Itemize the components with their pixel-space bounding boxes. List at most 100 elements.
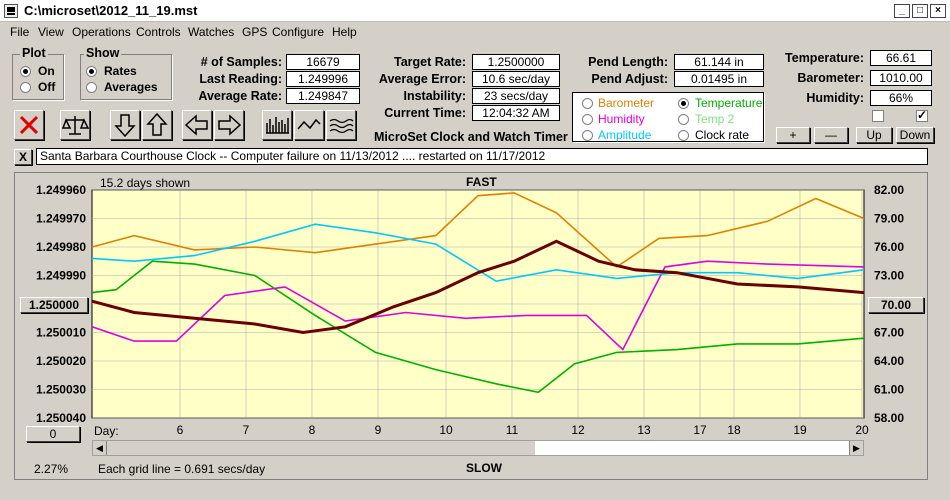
- amplitude-radio[interactable]: [582, 130, 593, 141]
- show-group: [80, 54, 172, 100]
- arrow-right-button[interactable]: [214, 110, 244, 140]
- plot-off-radio[interactable]: [20, 82, 31, 93]
- notes-field[interactable]: Santa Barbara Courthouse Clock -- Comput…: [36, 148, 928, 165]
- arrow-up-button[interactable]: [142, 110, 172, 140]
- decrease-button[interactable]: —: [814, 127, 848, 143]
- x-tick-label: 17: [693, 423, 707, 437]
- series-line-amplitude: [91, 223, 865, 283]
- current-time-label: Current Time:: [384, 106, 466, 120]
- center-rate-button[interactable]: 1.250000: [20, 297, 88, 313]
- instability-label: Instability:: [403, 89, 466, 103]
- center-temp-button[interactable]: 70.00: [868, 297, 924, 313]
- humidity-option-label: Humidity: [598, 112, 645, 126]
- up-button[interactable]: Up: [856, 127, 892, 143]
- scroll-right-arrow-icon[interactable]: ▶: [849, 441, 863, 455]
- pend-adjust-label: Pend Adjust:: [591, 72, 668, 86]
- maximize-button[interactable]: □: [912, 4, 928, 18]
- arrow-left-button[interactable]: [182, 110, 212, 140]
- menu-watches[interactable]: Watches: [188, 25, 235, 39]
- time-scrollbar[interactable]: ◀ ▶: [92, 440, 864, 456]
- scroll-thumb[interactable]: [107, 441, 535, 455]
- bar-graph-icon: [266, 117, 289, 134]
- temperature-label: Temperature:: [785, 51, 864, 65]
- fast-label: FAST: [466, 175, 497, 189]
- humidity-value: 66%: [870, 90, 932, 106]
- stop-x-icon: [19, 115, 39, 135]
- increase-button[interactable]: +: [776, 127, 810, 143]
- app-icon: [4, 4, 18, 18]
- chart-panel: [14, 172, 928, 480]
- series-line-temperature: [91, 260, 865, 394]
- sensor-options-box: [572, 92, 764, 142]
- clear-notes-button[interactable]: X: [14, 149, 32, 165]
- y-left-tick-label: 1.249990: [36, 269, 86, 283]
- balance-button[interactable]: [60, 110, 90, 140]
- stop-button[interactable]: [14, 110, 44, 140]
- percent-readout: 2.27%: [34, 462, 69, 476]
- last-reading-value: 1.249996: [286, 71, 360, 87]
- temp2-radio[interactable]: [678, 114, 689, 125]
- temperature-value: 66.61: [870, 50, 932, 66]
- target-rate-value: 1.2500000: [472, 54, 560, 70]
- current-time-value: 12:04:32 AM: [472, 105, 560, 121]
- x-tick-label: 7: [243, 423, 250, 437]
- samples-label: # of Samples:: [200, 55, 282, 69]
- line-view-button[interactable]: [294, 110, 324, 140]
- down-button[interactable]: Down: [896, 127, 934, 143]
- scroll-left-arrow-icon[interactable]: ◀: [93, 441, 107, 455]
- humidity-radio[interactable]: [582, 114, 593, 125]
- wave-view-button[interactable]: [326, 110, 356, 140]
- title-bar: C:\microset\2012_11_19.mst _ □ ×: [0, 0, 950, 22]
- plot-off-label: Off: [38, 80, 56, 94]
- average-error-value: 10.6 sec/day: [472, 71, 560, 87]
- grid-note: Each grid line = 0.691 secs/day: [98, 462, 266, 476]
- day-axis-label: Day:: [94, 424, 119, 438]
- y-right-tick-label: 76.00: [874, 240, 904, 254]
- barometer-radio[interactable]: [582, 98, 593, 109]
- x-tick-label: 6: [177, 423, 184, 437]
- gridlines: [92, 189, 864, 419]
- series-layer: [91, 192, 865, 394]
- show-averages-radio[interactable]: [86, 82, 97, 93]
- bar-view-button[interactable]: [262, 110, 292, 140]
- zero-button[interactable]: 0: [26, 426, 80, 442]
- x-tick-label: 12: [571, 423, 585, 437]
- temperature-option-label: Temperature: [695, 96, 763, 110]
- y-left-tick-label: 1.250040: [36, 411, 86, 425]
- checkbox-1[interactable]: [872, 110, 884, 122]
- x-tick-label: 18: [727, 423, 741, 437]
- close-button[interactable]: ×: [930, 4, 946, 18]
- show-group-title: Show: [84, 46, 122, 60]
- menu-controls[interactable]: Controls: [136, 25, 181, 39]
- menu-view[interactable]: View: [38, 25, 64, 39]
- balance-icon: [61, 116, 90, 135]
- menu-file[interactable]: File: [10, 25, 30, 39]
- y-right-tick-label: 64.00: [874, 354, 904, 368]
- menu-operations[interactable]: Operations: [72, 25, 131, 39]
- y-right-tick-label: 82.00: [874, 183, 904, 197]
- menu-gps[interactable]: GPS: [242, 25, 268, 39]
- average-rate-label: Average Rate:: [198, 89, 282, 103]
- plot-on-radio[interactable]: [20, 66, 31, 77]
- plot-group-title: Plot: [20, 46, 48, 60]
- arrow-up-icon: [146, 112, 168, 136]
- temperature-radio[interactable]: [678, 98, 689, 109]
- axis-labels: 1.249960 1.249970 1.249980 1.249990 1.250010…: [36, 183, 904, 437]
- series-line-humidity: [91, 260, 865, 351]
- menu-help[interactable]: Help: [332, 25, 357, 39]
- arrow-down-button[interactable]: [110, 110, 140, 140]
- series-line-clock-rate: [91, 239, 865, 335]
- show-rates-radio[interactable]: [86, 66, 97, 77]
- y-left-tick-label: 1.249960: [36, 183, 86, 197]
- x-tick-label: 10: [439, 423, 453, 437]
- line-graph-icon: [297, 118, 321, 130]
- wave-graph-icon: [329, 118, 354, 134]
- menu-configure[interactable]: Configure: [272, 25, 325, 39]
- minimize-button[interactable]: _: [894, 4, 910, 18]
- y-right-tick-label: 58.00: [874, 411, 904, 425]
- checkbox-2[interactable]: ✓: [916, 108, 928, 122]
- clock-rate-radio[interactable]: [678, 130, 689, 141]
- window-title: C:\microset\2012_11_19.mst: [24, 3, 198, 18]
- slow-label: SLOW: [466, 461, 502, 475]
